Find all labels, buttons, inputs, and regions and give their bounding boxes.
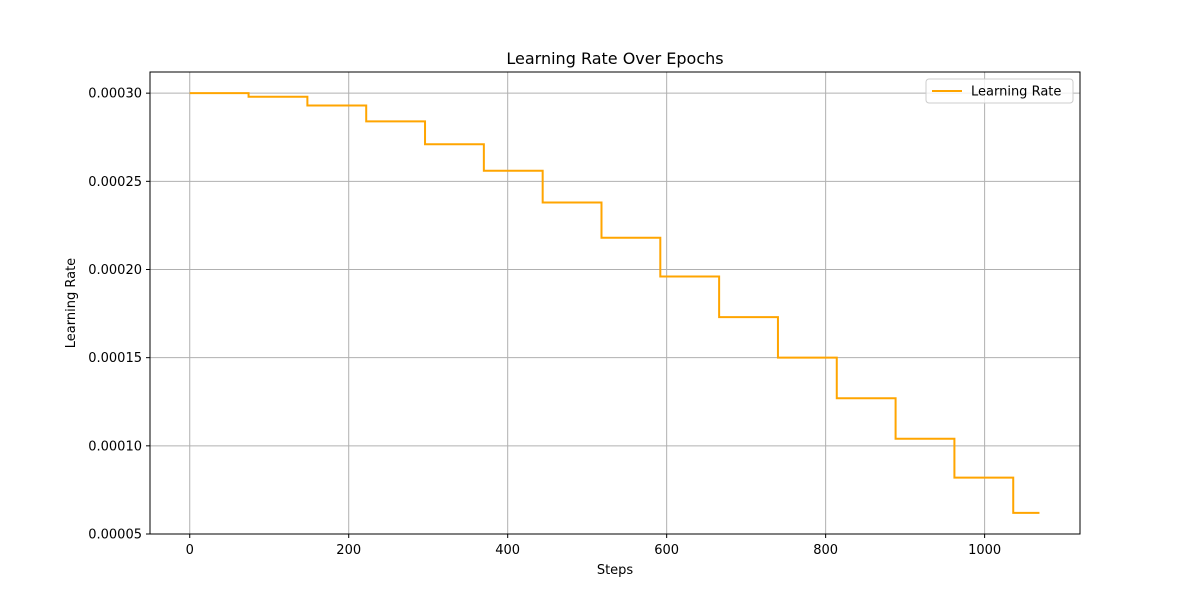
- legend-label: Learning Rate: [971, 85, 1061, 100]
- chart-title: Learning Rate Over Epochs: [506, 49, 723, 68]
- y-tick-label: 0.00020: [88, 263, 142, 278]
- legend-box: [925, 78, 1074, 104]
- y-tick-label: 0.00005: [88, 528, 142, 543]
- series-line-learning-rate: [189, 92, 1040, 514]
- y-tick-label: 0.00015: [88, 351, 142, 366]
- plot-frame: [149, 71, 1081, 535]
- y-tick-label: 0.00025: [88, 175, 142, 190]
- x-tick-label: 800: [813, 543, 838, 558]
- x-tick-label: 600: [654, 543, 679, 558]
- y-axis-ticks: 0.00005 0.00010 0.00015 0.00020 0.00025 0.000…: [88, 87, 150, 543]
- y-tick-label: 0.00010: [88, 439, 142, 454]
- x-axis-ticks: 0 200 400 600 800 1000: [186, 534, 1001, 558]
- y-tick-label: 0.00030: [88, 87, 142, 102]
- x-tick-label: 200: [336, 543, 361, 558]
- y-axis-label: Learning Rate: [64, 258, 79, 348]
- x-tick-label: 1000: [968, 543, 1001, 558]
- x-tick-label: 0: [186, 543, 194, 558]
- x-tick-label: 400: [495, 543, 520, 558]
- x-axis-label: Steps: [597, 563, 634, 578]
- plot-lines: [189, 92, 1040, 514]
- legend: Learning Rate: [925, 78, 1074, 104]
